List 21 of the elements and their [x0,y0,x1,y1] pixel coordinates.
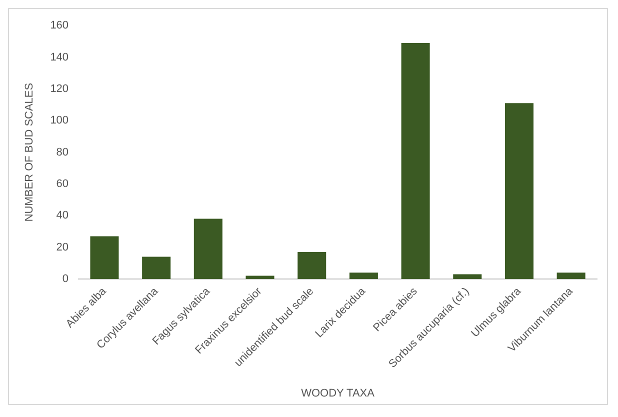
bar [246,276,274,279]
x-axis-title: WOODY TAXA [301,387,376,400]
bar [142,256,171,279]
y-axis-title: NUMBER OF BUD SCALES [24,82,36,222]
y-tick-label: 100 [50,114,69,127]
y-tick-label: 0 [62,272,69,285]
y-tick-label: 80 [56,146,69,158]
bar [194,218,222,279]
bar [90,236,119,279]
y-tick-label: 140 [50,51,69,64]
y-tick-label: 20 [56,241,69,254]
bar [453,274,482,279]
y-tick-label: 40 [56,210,69,222]
y-tick-label: 160 [50,20,69,32]
bar [504,103,534,279]
bar [556,272,586,279]
bar [349,272,378,279]
y-tick-label: 60 [56,178,69,190]
bar [298,252,326,279]
bar [401,43,430,279]
y-tick-label: 120 [50,82,69,95]
